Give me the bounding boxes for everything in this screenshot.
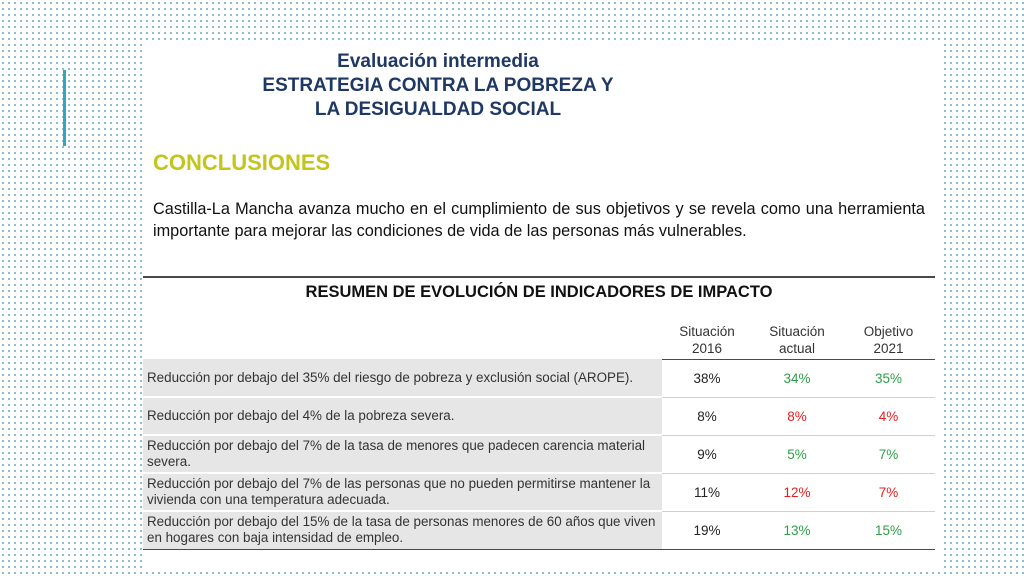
column-header-line: Objetivo — [863, 323, 914, 339]
table-row: Reducción por debajo del 35% del riesgo … — [143, 359, 935, 398]
table-row: Reducción por debajo del 7% de las perso… — [143, 473, 935, 512]
column-header-situacion-2016: Situación 2016 — [662, 306, 752, 360]
value-actual: 13% — [752, 511, 842, 550]
value-actual: 8% — [752, 397, 842, 436]
header-subtitle: Evaluación intermedia — [337, 51, 539, 72]
value-actual: 5% — [752, 435, 842, 474]
value-objetivo: 15% — [842, 511, 935, 550]
indicator-cell: Reducción por debajo del 7% de la tasa d… — [143, 435, 662, 474]
page-header: Evaluación intermedia ESTRATEGIA CONTRA … — [143, 50, 733, 122]
table-row: Reducción por debajo del 7% de la tasa d… — [143, 435, 935, 474]
table-title: RESUMEN DE EVOLUCIÓN DE INDICADORES DE I… — [143, 276, 935, 306]
column-header-objetivo-2021: Objetivo 2021 — [842, 306, 935, 360]
value-2016: 38% — [662, 359, 752, 398]
indicator-cell: Reducción por debajo del 15% de la tasa … — [143, 511, 662, 550]
value-2016: 8% — [662, 397, 752, 436]
value-objetivo: 35% — [842, 359, 935, 398]
column-header-line: actual — [778, 340, 816, 356]
header-title-line-2: LA DESIGUALDAD SOCIAL — [314, 99, 562, 120]
column-header-line: Situación — [769, 323, 825, 339]
column-header-line: 2021 — [873, 340, 904, 356]
impact-indicators-table: RESUMEN DE EVOLUCIÓN DE INDICADORES DE I… — [143, 276, 935, 550]
table-header-blank — [143, 306, 662, 359]
column-header-line: 2016 — [691, 340, 723, 356]
value-2016: 9% — [662, 435, 752, 474]
value-objetivo: 7% — [842, 473, 935, 512]
column-header-line: Situación — [679, 323, 735, 339]
accent-line — [63, 70, 66, 146]
header-title-line-1: ESTRATEGIA CONTRA LA POBREZA Y — [262, 75, 614, 96]
value-objetivo: 7% — [842, 435, 935, 474]
value-2016: 11% — [662, 473, 752, 512]
indicator-cell: Reducción por debajo del 4% de la pobrez… — [143, 397, 662, 436]
section-title: CONCLUSIONES — [153, 150, 331, 175]
table-row: Reducción por debajo del 4% de la pobrez… — [143, 397, 935, 436]
content-panel: Evaluación intermedia ESTRATEGIA CONTRA … — [143, 40, 943, 570]
value-actual: 12% — [752, 473, 842, 512]
value-2016: 19% — [662, 511, 752, 550]
indicator-cell: Reducción por debajo del 7% de las perso… — [143, 473, 662, 512]
conclusion-paragraph: Castilla-La Mancha avanza mucho en el cu… — [153, 200, 925, 240]
value-objetivo: 4% — [842, 397, 935, 436]
table-row: Reducción por debajo del 15% de la tasa … — [143, 511, 935, 550]
value-actual: 34% — [752, 359, 842, 398]
indicator-cell: Reducción por debajo del 35% del riesgo … — [143, 359, 662, 398]
column-header-situacion-actual: Situación actual — [752, 306, 842, 360]
